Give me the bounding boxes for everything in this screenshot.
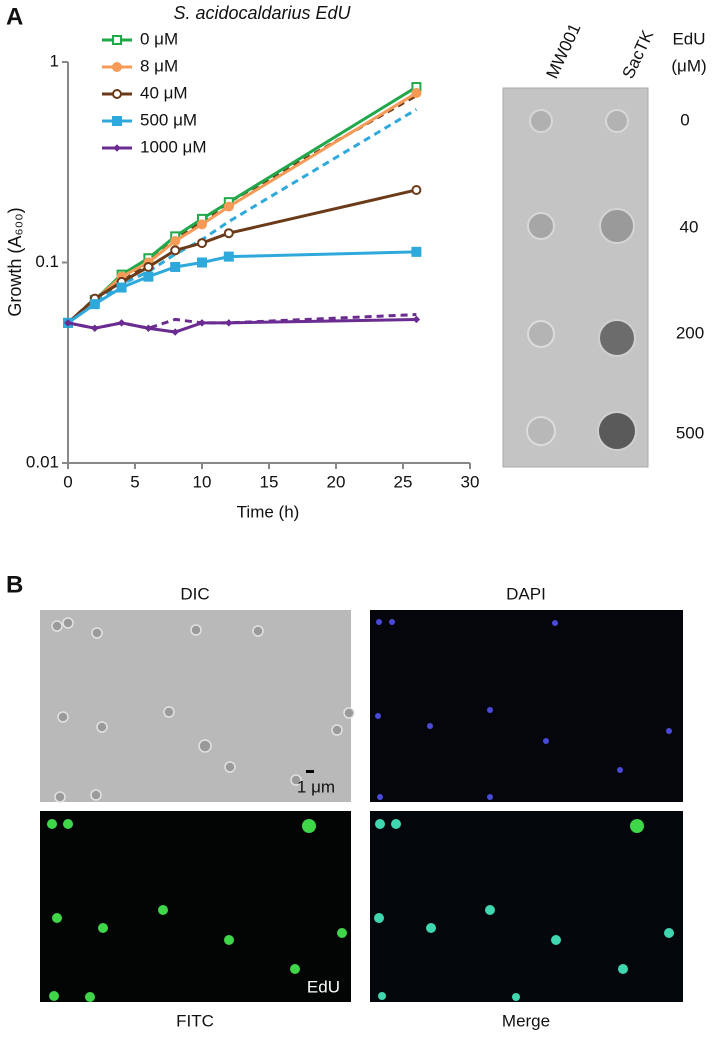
legend-label: 500 μM — [140, 110, 197, 129]
x-tick-label: 25 — [394, 472, 413, 491]
blot-row: 0 — [680, 110, 689, 129]
blot-dots — [526, 109, 637, 451]
marker — [117, 319, 126, 327]
marker — [144, 324, 153, 332]
marker — [170, 236, 181, 247]
marker — [223, 201, 234, 212]
marker — [223, 251, 234, 262]
image-label: DAPI — [506, 584, 546, 603]
marker — [197, 219, 207, 230]
marker — [116, 282, 127, 293]
chart-title: S. acidocaldarius EdU — [173, 3, 351, 23]
marker — [143, 261, 154, 272]
blot-header: EdU — [672, 29, 705, 48]
y-tick-label: 0.1 — [35, 252, 59, 271]
x-tick-label: 30 — [461, 472, 480, 491]
x-axis-label: Time (h) — [237, 502, 300, 521]
marker — [198, 319, 206, 327]
dapi-cells — [375, 619, 672, 800]
image-label: DIC — [180, 584, 209, 603]
marker — [411, 184, 422, 195]
blot-row: 200 — [676, 323, 704, 342]
image-label: Merge — [502, 1011, 550, 1030]
marker — [64, 319, 72, 327]
marker — [411, 88, 422, 99]
dic-cells — [51, 617, 355, 803]
x-tick-label: 20 — [327, 472, 346, 491]
panel-label: A — [6, 3, 23, 30]
marker — [112, 35, 122, 45]
scale-bar — [306, 770, 314, 773]
scale-bar-label: 1 μm — [297, 777, 335, 796]
blot-column: MW001 — [542, 20, 584, 81]
marker — [170, 261, 181, 272]
marker — [223, 228, 234, 239]
legend-label: 40 μM — [140, 83, 188, 102]
panel-label: B — [6, 571, 23, 598]
marker — [197, 238, 207, 249]
x-tick-label: 0 — [63, 472, 72, 491]
blot-header: (μM) — [671, 56, 706, 75]
marker — [143, 271, 154, 282]
marker — [412, 315, 421, 324]
marker — [171, 328, 179, 336]
x-tick-label: 15 — [260, 472, 279, 491]
marker — [89, 299, 100, 310]
marker — [112, 89, 122, 99]
blot-column: SacTK — [618, 27, 657, 82]
merge-image — [370, 811, 683, 1002]
legend-label: 8 μM — [140, 56, 178, 75]
marker — [411, 246, 422, 257]
marker — [112, 62, 122, 72]
dic-image — [40, 610, 351, 802]
legend-label: 1000 μM — [140, 137, 207, 156]
blot-row: 40 — [680, 217, 699, 236]
x-tick-label: 10 — [193, 472, 212, 491]
blot-row: 500 — [676, 423, 704, 442]
marker — [91, 324, 99, 332]
y-axis-label: Growth (A₆₀₀) — [5, 207, 25, 316]
marker — [197, 257, 207, 268]
blot — [502, 87, 649, 468]
marker — [225, 319, 233, 327]
merge-cells — [374, 819, 674, 1001]
dapi-image — [370, 610, 683, 802]
marker — [112, 116, 122, 126]
y-tick-label: 0.01 — [26, 452, 59, 471]
fitc-cells — [47, 819, 347, 1002]
marker — [170, 245, 181, 256]
x-tick-label: 5 — [130, 472, 139, 491]
legend-label: 0 μM — [140, 29, 178, 48]
fitc-image — [40, 811, 351, 1002]
stain-label: EdU — [307, 977, 340, 996]
line — [67, 317, 417, 334]
y-tick-label: 1 — [50, 51, 59, 70]
marker — [113, 144, 121, 152]
image-label: FITC — [176, 1011, 214, 1030]
